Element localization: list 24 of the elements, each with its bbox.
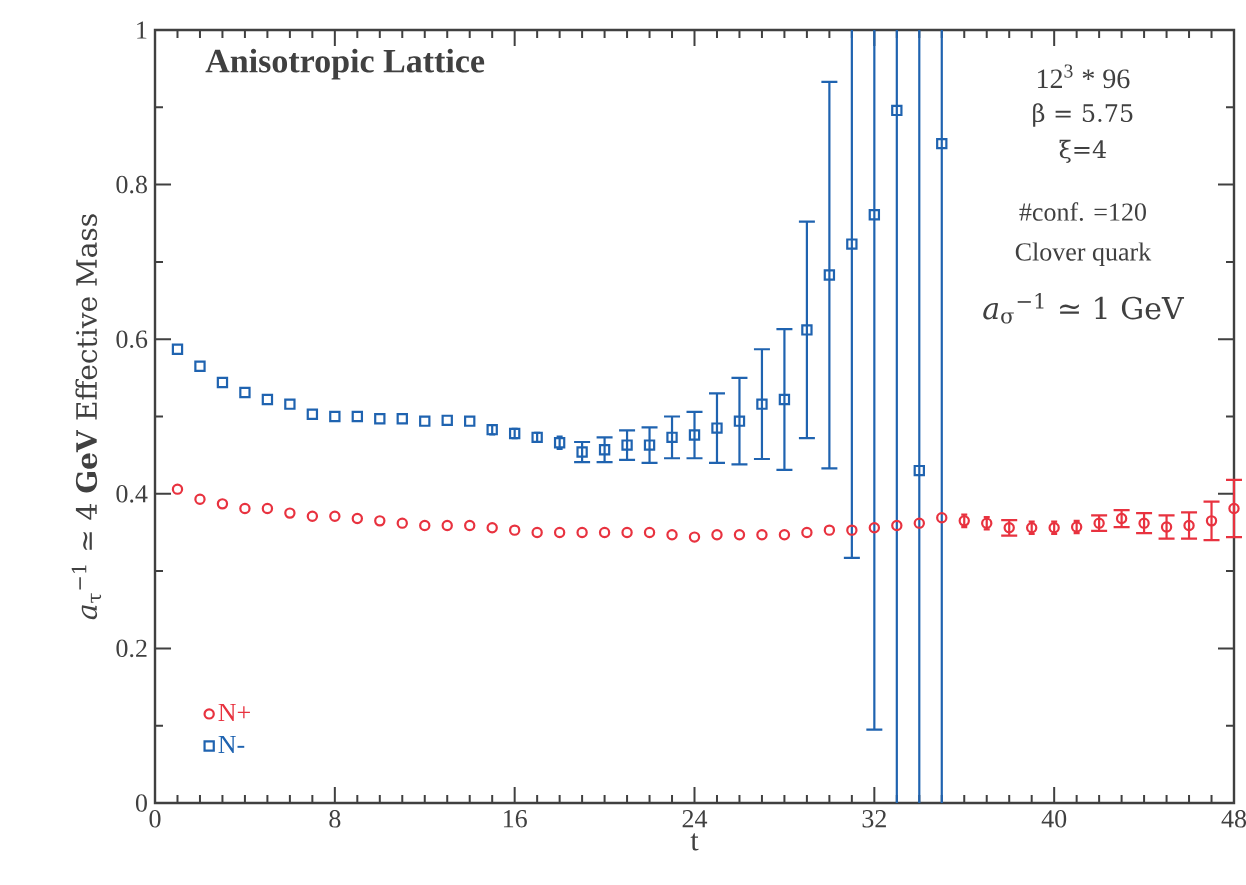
legend-label: N+	[218, 703, 250, 721]
y-tick-label: 1	[137, 21, 147, 39]
x-tick-label: 48	[1221, 810, 1246, 828]
y-axis-title: a$_{τ}$$^{−1}$ ≃ 4 GeV Effective Mass	[71, 214, 102, 620]
legend-label: N-	[218, 735, 245, 753]
x-axis-title: t	[690, 833, 699, 851]
annotation: ξ=4	[1059, 139, 1107, 163]
annotation: 12$^{3}$ * 96	[1037, 64, 1130, 89]
x-tick-label: 32	[862, 810, 886, 828]
x-tick-label: 40	[1041, 810, 1067, 828]
x-tick-label: 16	[503, 810, 527, 828]
text: Anisotropic Lattice	[205, 48, 485, 80]
y-tick-label: 0.4	[116, 484, 148, 503]
y-tick-label: 0.2	[116, 639, 147, 658]
annotation: a$_{σ}$$^{−1}$ ≃ 1 GeV	[983, 292, 1185, 324]
annotation: Clover quark	[1015, 242, 1152, 266]
annotation: β = 5.75	[1033, 103, 1133, 127]
annotation: #conf. =120	[1019, 202, 1146, 221]
y-tick-label: 0.6	[116, 330, 148, 349]
y-tick-label: 0	[135, 794, 147, 812]
x-tick-label: 8	[329, 810, 341, 828]
x-tick-label: 24	[682, 810, 708, 828]
y-tick-label: 0.8	[116, 175, 147, 194]
x-tick-label: 0	[149, 810, 161, 828]
